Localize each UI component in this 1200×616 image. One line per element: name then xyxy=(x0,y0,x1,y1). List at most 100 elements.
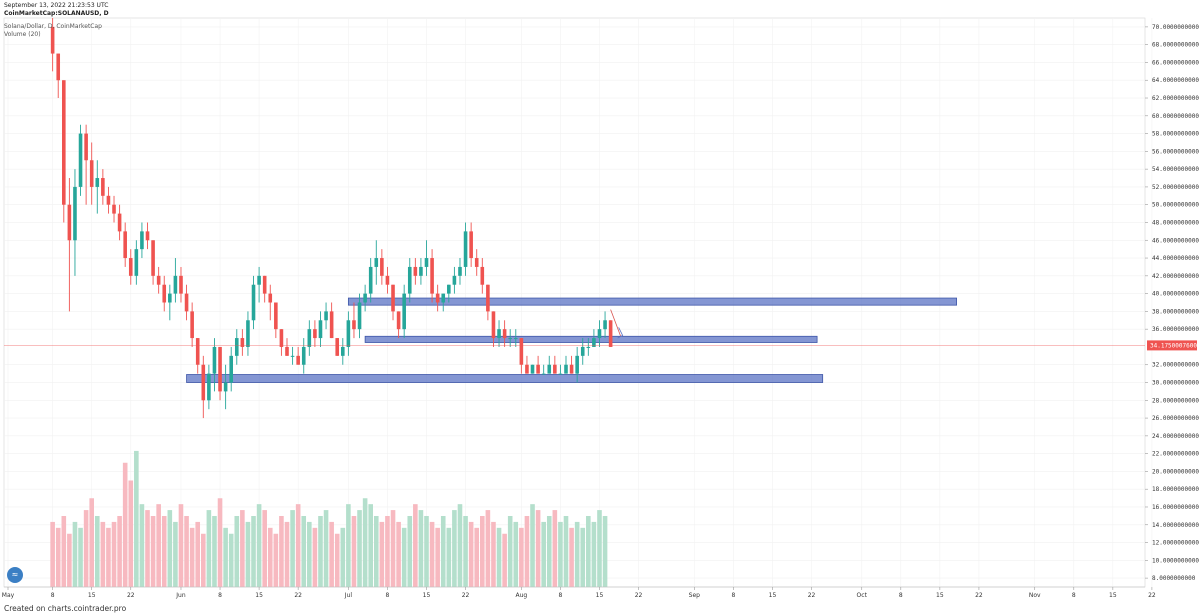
volume-bar xyxy=(513,521,519,587)
price-tick-label: 24.0000000000 xyxy=(1152,433,1199,440)
candle-body xyxy=(407,266,412,294)
candle-body xyxy=(547,364,552,374)
price-tick-label: 46.0000000000 xyxy=(1152,237,1199,244)
volume-bar xyxy=(586,516,591,587)
support-resistance-zone xyxy=(186,374,824,383)
candle-body xyxy=(419,266,423,276)
candle-body xyxy=(301,346,306,365)
price-axis[interactable]: 70.0000000000 68.0000000000 66.0000000000 6… xyxy=(1145,24,1199,582)
price-tick-label: 48.0000000000 xyxy=(1152,219,1199,226)
candle-body xyxy=(469,231,473,259)
main-series-legend: Solana/Dollar, D, CoinMarketCap xyxy=(4,23,102,30)
price-tick-label: 22.0000000000 xyxy=(1152,451,1199,458)
time-tick-label: Oct xyxy=(857,592,868,599)
time-tick-label: 8 xyxy=(1072,592,1076,599)
volume-bar xyxy=(156,504,161,587)
price-tick-label: 68.0000000000 xyxy=(1152,42,1199,49)
volume-bar xyxy=(368,504,373,587)
candle-body xyxy=(357,302,362,330)
price-tick-label: 64.0000000000 xyxy=(1152,77,1199,84)
volume-bar xyxy=(55,527,61,587)
time-tick-label: 22 xyxy=(462,592,470,599)
volume-bar xyxy=(301,516,307,587)
last-price-label: 34.1750007600 xyxy=(1150,342,1197,349)
candle-body xyxy=(123,231,127,259)
volume-bar xyxy=(580,527,586,587)
volume-bar xyxy=(491,521,496,587)
candle-body xyxy=(168,293,172,303)
volume-bar xyxy=(262,510,267,587)
candle-body xyxy=(603,320,607,330)
time-tick-label: 15 xyxy=(936,592,944,599)
candle-body xyxy=(329,311,334,339)
volume-bar xyxy=(597,510,602,587)
volume-bar xyxy=(602,516,608,587)
price-tick-label: 16.0000000000 xyxy=(1152,504,1199,511)
time-tick-label: 15 xyxy=(769,592,777,599)
candle-body xyxy=(285,346,289,356)
price-tick-label: 32.0000000000 xyxy=(1152,362,1199,369)
candle-body xyxy=(62,80,66,205)
volume-bar xyxy=(61,516,67,587)
volume-bar xyxy=(463,516,468,587)
volume-bar xyxy=(379,521,385,587)
candle-body xyxy=(156,275,161,285)
candle-body xyxy=(112,204,116,214)
candle-body xyxy=(335,338,340,356)
candle-body xyxy=(458,266,462,276)
time-tick-label: 8 xyxy=(731,592,735,599)
candle-body xyxy=(352,320,356,330)
price-tick-label: 26.0000000000 xyxy=(1152,415,1199,422)
candle-body xyxy=(73,186,77,241)
candle-body xyxy=(402,293,406,330)
volume-bar xyxy=(106,527,111,587)
volume-bar xyxy=(273,533,279,587)
candle-body xyxy=(597,329,602,339)
time-axis[interactable]: May 8 15 22 Jun 8 15 22 Jul 8 15 22 Aug 8 15 22 Sep 8 15 22… xyxy=(2,586,1156,599)
candle-body xyxy=(296,355,300,365)
volume-bar xyxy=(217,498,223,587)
candle-body xyxy=(184,293,189,312)
candle-body xyxy=(396,311,401,330)
candle-body xyxy=(380,258,384,276)
candle-body xyxy=(89,160,94,187)
price-tick-label: 56.0000000000 xyxy=(1152,148,1199,155)
volume-bar xyxy=(435,527,440,587)
volume-bar xyxy=(591,521,597,587)
candle-body xyxy=(201,364,206,401)
volume-bar xyxy=(407,516,413,587)
volume-bar xyxy=(468,521,474,587)
time-tick-label: 8 xyxy=(218,592,222,599)
time-tick-label: 8 xyxy=(51,592,55,599)
time-tick-label: 22 xyxy=(294,592,302,599)
volume-bar xyxy=(290,510,295,587)
volume-bar xyxy=(111,521,117,587)
support-resistance-zone xyxy=(347,297,957,306)
price-tick-label: 66.0000000000 xyxy=(1152,59,1199,66)
volume-bar xyxy=(552,510,558,587)
candle-body xyxy=(558,373,563,375)
volume-bar xyxy=(401,527,407,587)
candle-body xyxy=(67,204,72,241)
candle-body xyxy=(541,373,546,375)
volume-bar xyxy=(212,516,217,587)
volume-bar xyxy=(507,516,513,587)
volume-bar xyxy=(161,516,167,587)
volume-bar xyxy=(128,480,134,587)
price-tick-label: 54.0000000000 xyxy=(1152,166,1199,173)
time-tick-label: 15 xyxy=(423,592,431,599)
time-tick-label: 8 xyxy=(899,592,903,599)
candle-body xyxy=(251,284,256,321)
volume-bar xyxy=(340,527,346,587)
price-tick-label: 52.0000000000 xyxy=(1152,184,1199,191)
candle-body xyxy=(497,329,501,339)
volume-bar xyxy=(312,527,318,587)
candle-body xyxy=(413,266,418,276)
volume-bar xyxy=(50,521,55,587)
volume-bar xyxy=(373,516,379,587)
candle-body xyxy=(173,275,178,294)
price-tick-label: 14.0000000000 xyxy=(1152,522,1199,529)
volume-bar xyxy=(234,516,240,587)
cointrader-logo-icon[interactable]: ≈ xyxy=(7,567,23,583)
